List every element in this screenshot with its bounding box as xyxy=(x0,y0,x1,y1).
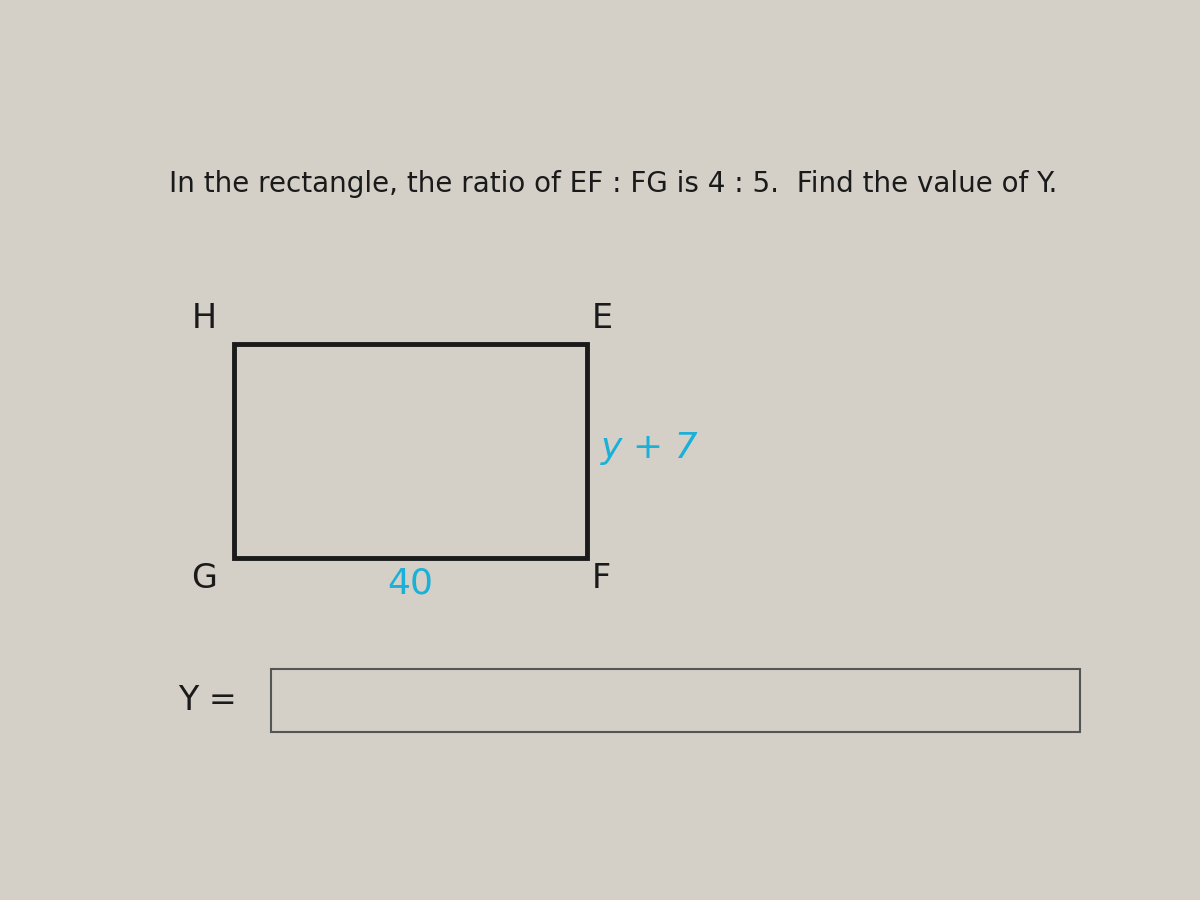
Text: 40: 40 xyxy=(388,567,433,601)
Text: F: F xyxy=(592,562,611,595)
Bar xyxy=(234,344,587,558)
Text: y + 7: y + 7 xyxy=(601,430,698,464)
Text: E: E xyxy=(592,302,613,336)
Bar xyxy=(271,670,1080,732)
Text: Y =: Y = xyxy=(178,684,236,717)
Text: G: G xyxy=(191,562,217,595)
Text: In the rectangle, the ratio of EF : FG is 4 : 5.  Find the value of Y.: In the rectangle, the ratio of EF : FG i… xyxy=(168,170,1057,198)
Text: H: H xyxy=(192,302,217,336)
